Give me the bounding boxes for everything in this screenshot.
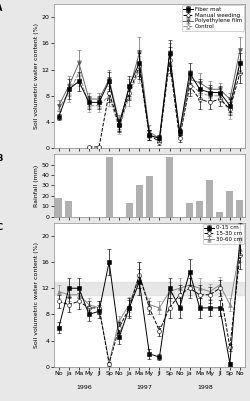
Y-axis label: Soil volumetric water content (%): Soil volumetric water content (%) <box>34 242 39 348</box>
Bar <box>206 180 213 217</box>
Bar <box>136 185 143 217</box>
Y-axis label: Soil volumetric water content (%): Soil volumetric water content (%) <box>34 23 39 129</box>
Text: A: A <box>0 4 3 13</box>
Bar <box>65 201 72 217</box>
Bar <box>54 282 245 295</box>
Bar <box>196 201 203 217</box>
Y-axis label: Rainfall (mm): Rainfall (mm) <box>34 164 39 207</box>
Bar <box>166 157 173 217</box>
Text: 1997: 1997 <box>136 385 152 390</box>
Bar <box>236 200 244 217</box>
Bar <box>106 157 113 217</box>
Bar <box>226 191 234 217</box>
Text: C: C <box>0 223 2 232</box>
Bar <box>216 212 223 217</box>
Legend: Fiber mat, Manual weeding, Polyethylene film, Control: Fiber mat, Manual weeding, Polyethylene … <box>182 5 244 31</box>
Bar <box>55 198 62 217</box>
Bar <box>186 203 193 217</box>
Bar <box>146 176 153 217</box>
Text: B: B <box>0 154 3 163</box>
Bar <box>126 203 133 217</box>
Legend: 0-15 cm, 15-30 cm, 30-60 cm: 0-15 cm, 15-30 cm, 30-60 cm <box>203 224 244 244</box>
Text: 1996: 1996 <box>76 385 92 390</box>
Text: 1998: 1998 <box>197 385 212 390</box>
